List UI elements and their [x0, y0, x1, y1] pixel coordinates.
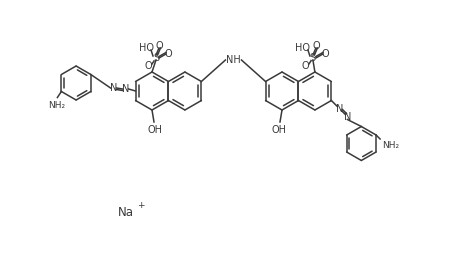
- Text: O: O: [144, 61, 152, 71]
- Text: OH: OH: [271, 125, 286, 135]
- Text: HO: HO: [295, 43, 310, 53]
- Text: O: O: [301, 61, 309, 71]
- Text: N: N: [110, 83, 117, 93]
- Text: N: N: [344, 112, 351, 121]
- Text: N: N: [336, 103, 343, 114]
- Text: O: O: [155, 41, 163, 51]
- Text: +: +: [137, 201, 145, 211]
- Text: O: O: [321, 49, 329, 59]
- Text: N: N: [122, 84, 129, 94]
- Text: NH₂: NH₂: [382, 141, 399, 150]
- Text: S: S: [310, 53, 316, 63]
- Text: HO: HO: [139, 43, 154, 53]
- Text: S: S: [153, 53, 159, 63]
- Text: Na: Na: [118, 205, 134, 218]
- Text: NH: NH: [226, 55, 241, 65]
- Text: OH: OH: [147, 125, 162, 135]
- Text: O: O: [312, 41, 320, 51]
- Text: NH₂: NH₂: [48, 101, 65, 109]
- Text: O: O: [164, 49, 172, 59]
